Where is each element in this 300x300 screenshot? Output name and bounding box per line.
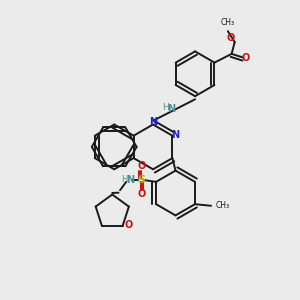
- Text: H: H: [162, 103, 169, 112]
- Text: N: N: [126, 175, 134, 184]
- Text: CH₃: CH₃: [221, 18, 235, 27]
- Text: O: O: [137, 189, 145, 199]
- Text: N: N: [149, 117, 157, 127]
- Text: O: O: [124, 220, 132, 230]
- Text: S: S: [137, 175, 145, 185]
- Text: H: H: [122, 175, 128, 184]
- Text: N: N: [172, 130, 180, 140]
- Text: CH₃: CH₃: [216, 201, 230, 210]
- Text: O: O: [137, 161, 145, 171]
- Text: O: O: [242, 53, 250, 63]
- Text: O: O: [227, 33, 235, 43]
- Text: N: N: [167, 104, 175, 114]
